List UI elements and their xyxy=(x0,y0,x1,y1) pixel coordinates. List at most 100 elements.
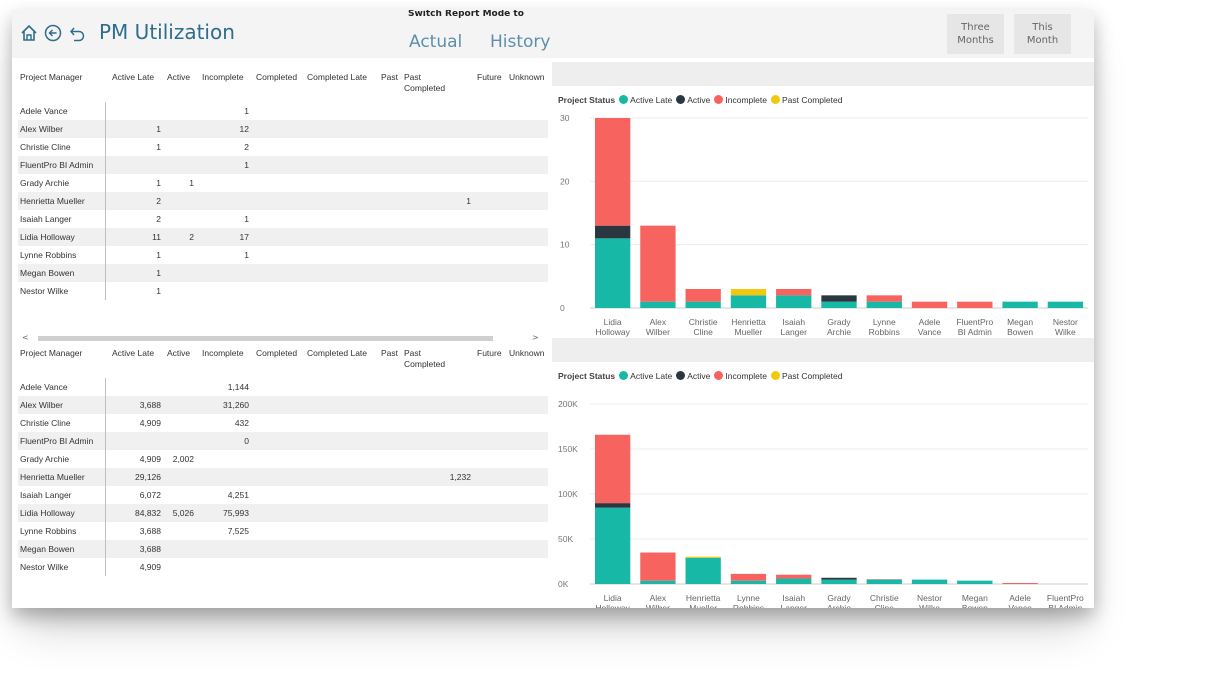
bar-segment xyxy=(594,503,631,508)
active-late-cell: 84,832 xyxy=(135,508,161,518)
column-header[interactable]: Incomplete xyxy=(202,348,244,358)
chart2-legend: Project Status Active Late Active Incomplet… xyxy=(558,371,842,381)
table-row[interactable]: FluentPro BI Admin 1 xyxy=(18,156,548,174)
column-header[interactable]: Completed xyxy=(256,348,298,358)
legend-item[interactable]: Incomplete xyxy=(725,371,767,381)
legend-item[interactable]: Active xyxy=(687,371,711,381)
bar-segment xyxy=(776,578,812,584)
table-row[interactable]: Alex Wilber 3,688 31,260 xyxy=(18,396,548,414)
this-month-line1: This xyxy=(1032,22,1053,33)
history-mode-button[interactable]: History xyxy=(490,32,551,52)
legend-title: Project Status xyxy=(558,371,616,381)
x-tick-label: Mueller xyxy=(735,327,763,337)
this-month-button[interactable]: This Month xyxy=(1014,14,1071,54)
x-tick-label: Vance xyxy=(1008,603,1032,608)
table-row[interactable]: Megan Bowen 1 xyxy=(18,264,548,282)
scroll-left-icon[interactable]: < xyxy=(22,333,29,342)
table-row[interactable]: Lidia Holloway 84,832 5,026 75,993 xyxy=(18,504,548,522)
actual-mode-button[interactable]: Actual xyxy=(409,32,463,52)
scroll-right-icon[interactable]: > xyxy=(532,333,539,342)
project-manager-cell: Nestor Wilke xyxy=(20,286,69,296)
table-row[interactable]: Grady Archie 1 1 xyxy=(18,174,548,192)
x-tick-label: Alex xyxy=(650,317,667,327)
bar-segment xyxy=(594,238,631,308)
x-tick-label: Cline xyxy=(875,603,895,608)
column-header[interactable]: Past Completed xyxy=(404,72,446,93)
legend-item[interactable]: Active Late xyxy=(630,95,673,105)
bar-segment xyxy=(776,295,812,308)
column-header[interactable]: Completed Late xyxy=(307,348,368,358)
column-header[interactable]: Active Late xyxy=(112,72,155,82)
project-manager-cell: Lynne Robbins xyxy=(20,526,77,536)
table-row[interactable]: Henrietta Mueller 29,126 1,232 xyxy=(18,468,548,486)
table-row[interactable]: Lidia Holloway 11 2 17 xyxy=(18,228,548,246)
three-months-button[interactable]: Three Months xyxy=(947,14,1004,54)
bar-segment xyxy=(957,580,993,584)
column-header[interactable]: Active Late xyxy=(112,348,155,358)
column-header[interactable]: Unknown xyxy=(509,348,545,358)
column-header[interactable]: Future xyxy=(477,72,502,82)
legend-item[interactable]: Active xyxy=(687,95,711,105)
project-manager-cell: Lynne Robbins xyxy=(20,250,77,260)
column-header[interactable]: Project Manager xyxy=(20,72,83,82)
column-header[interactable]: Unknown xyxy=(509,72,545,82)
bar-segment xyxy=(866,579,902,584)
column-header[interactable]: Active xyxy=(167,72,191,82)
table-row[interactable]: Christie Cline 1 2 xyxy=(18,138,548,156)
task-count-table: Project Manager Active Late Active Incomple… xyxy=(18,64,548,300)
table-row[interactable]: Alex Wilber 1 12 xyxy=(18,120,548,138)
column-header[interactable]: Past xyxy=(381,72,399,82)
y-tick-label: 30 xyxy=(560,113,570,123)
home-icon[interactable] xyxy=(20,22,38,44)
table-row[interactable]: Nestor Wilke 4,909 xyxy=(18,558,548,576)
project-manager-cell: Megan Bowen xyxy=(20,268,75,278)
legend-title: Project Status xyxy=(558,95,616,105)
x-tick-label: Langer xyxy=(780,327,807,337)
column-header[interactable]: Incomplete xyxy=(202,72,244,82)
active-late-cell: 1 xyxy=(156,268,161,278)
table-row[interactable]: Megan Bowen 3,688 xyxy=(18,540,548,558)
table-row[interactable]: FluentPro BI Admin 0 xyxy=(18,432,548,450)
table-row[interactable]: Henrietta Mueller 2 1 xyxy=(18,192,548,210)
column-header[interactable]: Active xyxy=(167,348,191,358)
x-tick-label: Grady xyxy=(827,593,851,603)
legend-item[interactable]: Incomplete xyxy=(725,95,767,105)
column-header[interactable]: Future xyxy=(477,348,502,358)
table-row[interactable]: Christie Cline 4,909 432 xyxy=(18,414,548,432)
column-header[interactable]: Past xyxy=(381,348,399,358)
legend-dot xyxy=(714,95,724,104)
table-row[interactable]: Isaiah Langer 2 1 xyxy=(18,210,548,228)
table-row[interactable]: Lynne Robbins 1 1 xyxy=(18,246,548,264)
table1-horizontal-scrollbar[interactable]: < > xyxy=(18,333,548,343)
page-title: PM Utilization xyxy=(99,20,235,44)
table-row[interactable]: Adele Vance 1 xyxy=(18,102,548,120)
scrollbar-thumb[interactable] xyxy=(38,336,493,341)
incomplete-cell: 4,251 xyxy=(227,490,249,500)
table-row[interactable]: Nestor Wilke 1 xyxy=(18,282,548,300)
legend-item[interactable]: Active Late xyxy=(630,371,673,381)
x-tick-label: Nestor xyxy=(917,593,942,603)
column-header[interactable]: Past Completed xyxy=(404,348,446,369)
legend-item[interactable]: Past Completed xyxy=(781,95,843,105)
x-tick-label: Vance xyxy=(918,327,942,337)
legend-item[interactable]: Past Completed xyxy=(781,371,843,381)
undo-icon[interactable] xyxy=(68,22,86,44)
x-tick-label: Lynne xyxy=(737,593,760,603)
x-tick-label: Robbins xyxy=(869,327,900,337)
bar-segment xyxy=(730,580,767,584)
y-tick-label: 20 xyxy=(560,176,570,186)
column-header[interactable]: Completed xyxy=(256,72,298,82)
table-row[interactable]: Lynne Robbins 3,688 7,525 xyxy=(18,522,548,540)
table-row[interactable]: Grady Archie 4,909 2,002 xyxy=(18,450,548,468)
legend-dot xyxy=(770,95,780,104)
project-manager-cell: Grady Archie xyxy=(20,454,70,464)
table-row[interactable]: Adele Vance 1,144 xyxy=(18,378,548,396)
y-tick-label: 150K xyxy=(558,444,578,454)
table-row[interactable]: Isaiah Langer 6,072 4,251 xyxy=(18,486,548,504)
tables-panel: Project Manager Active Late Active Incomple… xyxy=(12,58,549,608)
x-tick-label: Holloway xyxy=(595,327,630,337)
legend-dot xyxy=(619,95,629,104)
back-circle-icon[interactable] xyxy=(44,22,62,44)
column-header[interactable]: Completed Late xyxy=(307,72,368,82)
column-header[interactable]: Project Manager xyxy=(20,348,83,358)
